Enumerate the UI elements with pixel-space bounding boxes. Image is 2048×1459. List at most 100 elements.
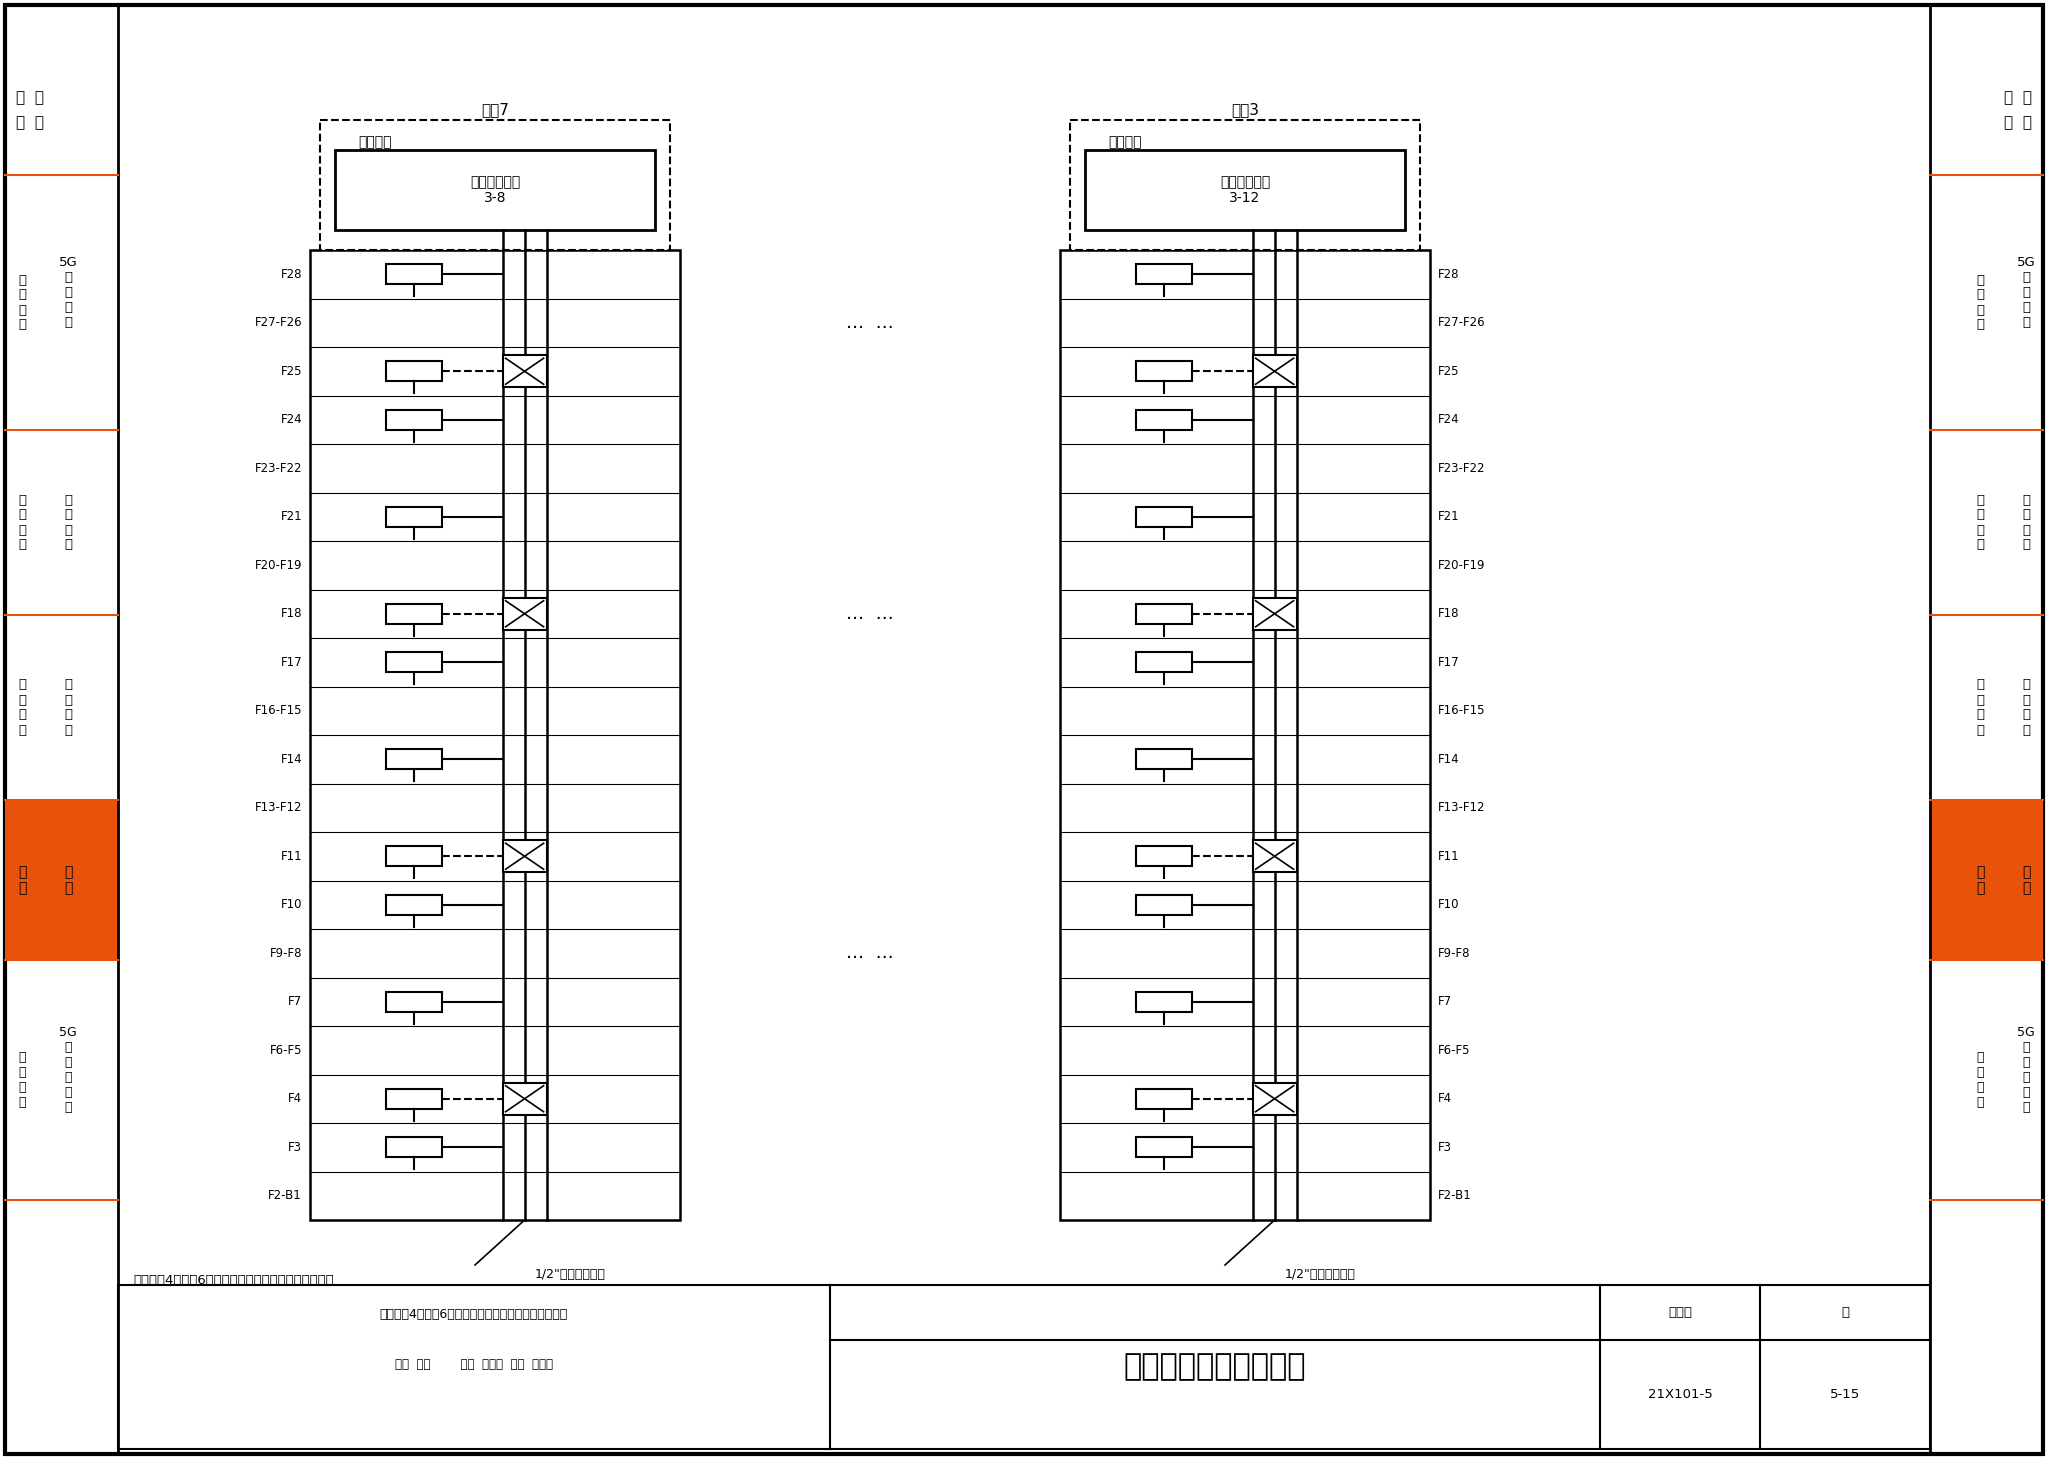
Bar [1135, 1088, 1192, 1109]
Text: 5-15: 5-15 [1829, 1388, 1860, 1401]
Text: F28: F28 [281, 268, 301, 280]
Bar [385, 846, 442, 867]
Text: F3: F3 [289, 1141, 301, 1154]
Text: F14: F14 [281, 753, 301, 766]
Bar [319, 120, 670, 249]
Bar [385, 506, 442, 527]
Text: 工
程: 工 程 [63, 865, 72, 896]
Text: F6-F5: F6-F5 [270, 1043, 301, 1056]
Bar [385, 264, 442, 285]
Text: 边
缘
计
算: 边 缘 计 算 [18, 1050, 27, 1109]
Bar [1135, 362, 1192, 381]
Bar [385, 362, 442, 381]
Text: 5G
网
络
多
接
入: 5G 网 络 多 接 入 [59, 1026, 78, 1115]
Text: 办公建筑电梯井道剖面: 办公建筑电梯井道剖面 [1124, 1352, 1307, 1382]
Text: F23-F22: F23-F22 [254, 461, 301, 474]
Bar [4, 800, 119, 960]
Text: 设
施
施
工: 设 施 施 工 [18, 678, 27, 737]
Text: F9-F8: F9-F8 [1438, 947, 1470, 960]
Text: 示
例: 示 例 [18, 865, 27, 896]
Text: 图集号: 图集号 [1667, 1306, 1692, 1319]
Text: 符  术: 符 术 [2005, 90, 2032, 105]
Text: 建
筑
配
套: 建 筑 配 套 [63, 678, 72, 737]
Bar [1135, 1137, 1192, 1157]
Text: F3: F3 [1438, 1141, 1452, 1154]
Bar [1061, 249, 1430, 1220]
Text: F10: F10 [281, 899, 301, 912]
Bar [385, 1137, 442, 1157]
Text: 示
例: 示 例 [1976, 865, 1985, 896]
Text: 电梯机房: 电梯机房 [1108, 136, 1141, 149]
Bar [309, 249, 680, 1220]
Text: 页: 页 [1841, 1306, 1849, 1319]
Text: F21: F21 [1438, 511, 1460, 524]
Bar [502, 1083, 547, 1115]
Bar [385, 750, 442, 769]
Text: F24: F24 [281, 413, 301, 426]
Text: …  …: … … [846, 944, 893, 963]
Text: 1/2"射频同轴线缆: 1/2"射频同轴线缆 [1284, 1268, 1356, 1281]
Text: F9-F8: F9-F8 [270, 947, 301, 960]
Text: 建
筑
配
套: 建 筑 配 套 [2021, 493, 2030, 552]
Text: F13-F12: F13-F12 [1438, 801, 1485, 814]
Text: F14: F14 [1438, 753, 1460, 766]
Text: …  …: … … [846, 314, 893, 331]
Text: …  …: … … [846, 604, 893, 623]
Bar [1135, 506, 1192, 527]
Bar [119, 1285, 1929, 1449]
Text: F17: F17 [1438, 655, 1460, 668]
Bar [385, 992, 442, 1011]
Text: F11: F11 [1438, 849, 1460, 862]
Bar [1253, 840, 1296, 872]
Bar [1135, 750, 1192, 769]
Text: 号  语: 号 语 [16, 115, 43, 130]
Text: F6-F5: F6-F5 [1438, 1043, 1470, 1056]
Bar [1135, 410, 1192, 430]
Text: F13-F12: F13-F12 [254, 801, 301, 814]
Text: 电梯3: 电梯3 [1231, 102, 1260, 118]
Text: 符  术: 符 术 [16, 90, 43, 105]
Text: F20-F19: F20-F19 [1438, 559, 1485, 572]
Text: 远端汇聚单元
3-12: 远端汇聚单元 3-12 [1221, 175, 1270, 206]
Text: 设
施
设
计: 设 施 设 计 [18, 493, 27, 552]
Bar [1135, 652, 1192, 673]
Text: 建
筑
配
套: 建 筑 配 套 [63, 493, 72, 552]
Text: F2-B1: F2-B1 [268, 1189, 301, 1202]
Text: F7: F7 [1438, 995, 1452, 1008]
Text: 注：电梯4～电梯6井道室内数字化覆盖的剖面图省略。: 注：电梯4～电梯6井道室内数字化覆盖的剖面图省略。 [133, 1274, 334, 1287]
Text: 5G
网
络
多
接
入: 5G 网 络 多 接 入 [2017, 1026, 2036, 1115]
Bar [385, 652, 442, 673]
Text: F10: F10 [1438, 899, 1460, 912]
Bar [1135, 894, 1192, 915]
Bar [1135, 992, 1192, 1011]
Bar [1085, 150, 1405, 231]
Text: F16-F15: F16-F15 [1438, 705, 1485, 718]
Text: 电梯机房: 电梯机房 [358, 136, 391, 149]
Bar [1253, 355, 1296, 387]
Text: F18: F18 [1438, 607, 1460, 620]
Text: 远端汇聚单元
3-8: 远端汇聚单元 3-8 [469, 175, 520, 206]
Text: F4: F4 [1438, 1093, 1452, 1106]
Bar [1135, 846, 1192, 867]
Bar [385, 410, 442, 430]
Text: 工
程: 工 程 [2021, 865, 2030, 896]
Text: 注：电梯4～电梯6井道室内数字化覆盖的剖面图省略。: 注：电梯4～电梯6井道室内数字化覆盖的剖面图省略。 [379, 1309, 567, 1322]
Bar [1069, 120, 1419, 249]
Text: F7: F7 [289, 995, 301, 1008]
Text: F23-F22: F23-F22 [1438, 461, 1485, 474]
Text: F27-F26: F27-F26 [254, 317, 301, 330]
Bar [502, 840, 547, 872]
Text: F11: F11 [281, 849, 301, 862]
Bar [385, 894, 442, 915]
Text: 边
缘
计
算: 边 缘 计 算 [1976, 1050, 1985, 1109]
Bar [385, 1088, 442, 1109]
Text: F25: F25 [281, 365, 301, 378]
Text: F2-B1: F2-B1 [1438, 1189, 1473, 1202]
Text: 21X101-5: 21X101-5 [1649, 1388, 1712, 1401]
Text: 设
施
设
计: 设 施 设 计 [1976, 493, 1985, 552]
Bar [385, 604, 442, 624]
Text: F21: F21 [281, 511, 301, 524]
Text: 5G
网
络
覆
盖: 5G 网 络 覆 盖 [59, 255, 78, 328]
Text: 建
筑
配
套: 建 筑 配 套 [2021, 678, 2030, 737]
Text: 系
统
设
计: 系 统 设 计 [1976, 273, 1985, 331]
